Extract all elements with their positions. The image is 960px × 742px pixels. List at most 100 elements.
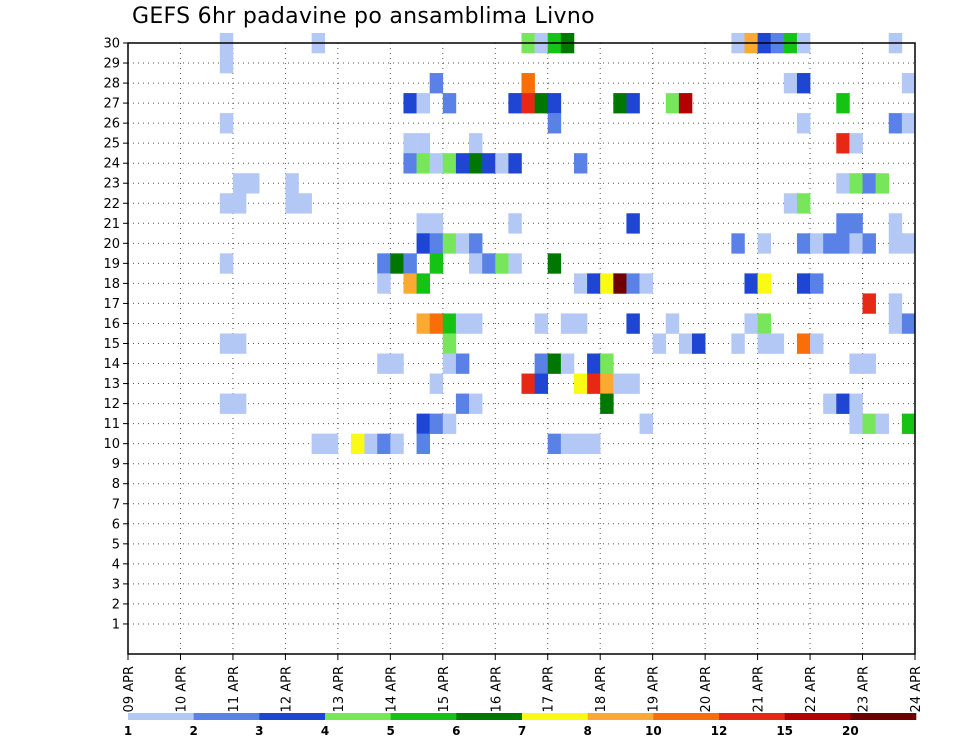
x-tick-label: 10 APR (174, 666, 189, 712)
heatmap-cell (836, 233, 850, 254)
heatmap-cell (600, 393, 614, 414)
heatmap-cell (796, 273, 811, 294)
heatmap-cell (573, 373, 588, 394)
heatmap-cell (442, 333, 457, 354)
heatmap-cell (455, 353, 470, 374)
y-tick-label: 3 (112, 577, 120, 592)
heatmap-cell (888, 113, 903, 134)
heatmap-cell (547, 433, 562, 454)
heatmap-cell (587, 433, 601, 454)
heatmap-cell (613, 93, 627, 114)
heatmap-cell (534, 373, 549, 394)
legend-swatch (587, 713, 654, 720)
x-tick-label: 13 APR (332, 666, 347, 712)
heatmap-cell (416, 433, 430, 454)
y-tick-label: 8 (112, 477, 120, 492)
y-tick-label: 29 (103, 57, 120, 72)
heatmap-cell (416, 413, 430, 434)
color-legend: 1 2 3 4 5 6 7 8 10 12 15 20 (124, 713, 917, 738)
heatmap-cell (849, 353, 863, 374)
heatmap-cell (600, 273, 614, 294)
heatmap-cell (573, 153, 588, 174)
heatmap-cell (416, 93, 430, 114)
heatmap-cell (573, 273, 588, 294)
y-tick-label: 12 (103, 397, 120, 412)
heatmap-cell (862, 173, 876, 194)
heatmap-cell (587, 353, 601, 374)
y-tick-label: 13 (103, 377, 120, 392)
heatmap-cell (757, 313, 772, 334)
heatmap-cell (901, 233, 916, 254)
legend-label: 10 (645, 724, 662, 738)
heatmap-cell (849, 133, 863, 154)
x-tick-label: 19 APR (647, 666, 662, 712)
heatmap-cell (455, 393, 470, 414)
heatmap-cell (429, 153, 444, 174)
heatmap-cell (416, 273, 430, 294)
heatmap-cell (455, 153, 470, 174)
heatmap-cell (836, 133, 850, 154)
y-tick-label: 25 (103, 137, 120, 152)
heatmap-cell (573, 433, 588, 454)
y-tick-label: 7 (112, 497, 120, 512)
legend-swatch (522, 713, 588, 720)
x-tick-label: 12 APR (279, 666, 294, 712)
heatmap-cell (469, 253, 483, 274)
heatmap-cell (285, 173, 299, 194)
heatmap-cell (587, 273, 601, 294)
heatmap-cell (862, 233, 876, 254)
heatmap-cell (796, 73, 811, 94)
heatmap-cell (600, 373, 614, 394)
heatmap-cell (626, 373, 640, 394)
heatmap-cell (442, 413, 457, 434)
heatmap-cell (377, 253, 391, 274)
x-tick-label: 17 APR (542, 666, 557, 712)
legend-swatch (390, 713, 457, 720)
heatmap-cell (219, 253, 234, 274)
heatmap-cell (547, 93, 562, 114)
heatmap-cell (495, 153, 509, 174)
heatmap-cell (560, 313, 575, 334)
heatmap-cell (442, 93, 457, 114)
legend-label: 6 (452, 724, 460, 738)
heatmap-cell (390, 433, 404, 454)
heatmap-cell (429, 373, 444, 394)
legend-label: 1 (124, 724, 132, 738)
heatmap-cell (626, 213, 640, 234)
heatmap-cell (482, 253, 496, 274)
y-tick-label: 19 (103, 257, 120, 272)
heatmap-cell (639, 413, 653, 434)
heatmap-cell (613, 273, 627, 294)
heatmap-cell (521, 373, 535, 394)
heatmap-cell (783, 193, 798, 214)
heatmap-cell (350, 433, 365, 454)
heatmap-cell (626, 273, 640, 294)
legend-swatch (128, 713, 194, 720)
y-tick-label: 14 (103, 357, 120, 372)
heatmap-cell (521, 73, 535, 94)
heatmap-cell (442, 233, 457, 254)
heatmap-cell (757, 273, 772, 294)
heatmap-cell (377, 353, 391, 374)
heatmap-cell (849, 393, 863, 414)
heatmap-cell (403, 253, 417, 274)
heatmap-cell (377, 273, 391, 294)
legend-swatch (325, 713, 391, 720)
heatmap-cell (731, 333, 745, 354)
x-tick-label: 22 APR (804, 666, 819, 712)
heatmap-cell (796, 233, 811, 254)
heatmap-cell (547, 253, 562, 274)
heatmap-cell (403, 153, 417, 174)
heatmap-cell (849, 173, 863, 194)
heatmap-cell (862, 293, 876, 314)
heatmap-cell (587, 373, 601, 394)
heatmap-cell (875, 173, 890, 194)
y-tick-label: 1 (112, 617, 120, 632)
heatmap-cell (534, 93, 549, 114)
chart-title: GEFS 6hr padavine po ansamblima Livno (132, 4, 595, 29)
y-tick-label: 24 (103, 157, 120, 172)
heatmap-cell (246, 173, 260, 194)
heatmap-cell (442, 153, 457, 174)
heatmap-cell (547, 353, 562, 374)
